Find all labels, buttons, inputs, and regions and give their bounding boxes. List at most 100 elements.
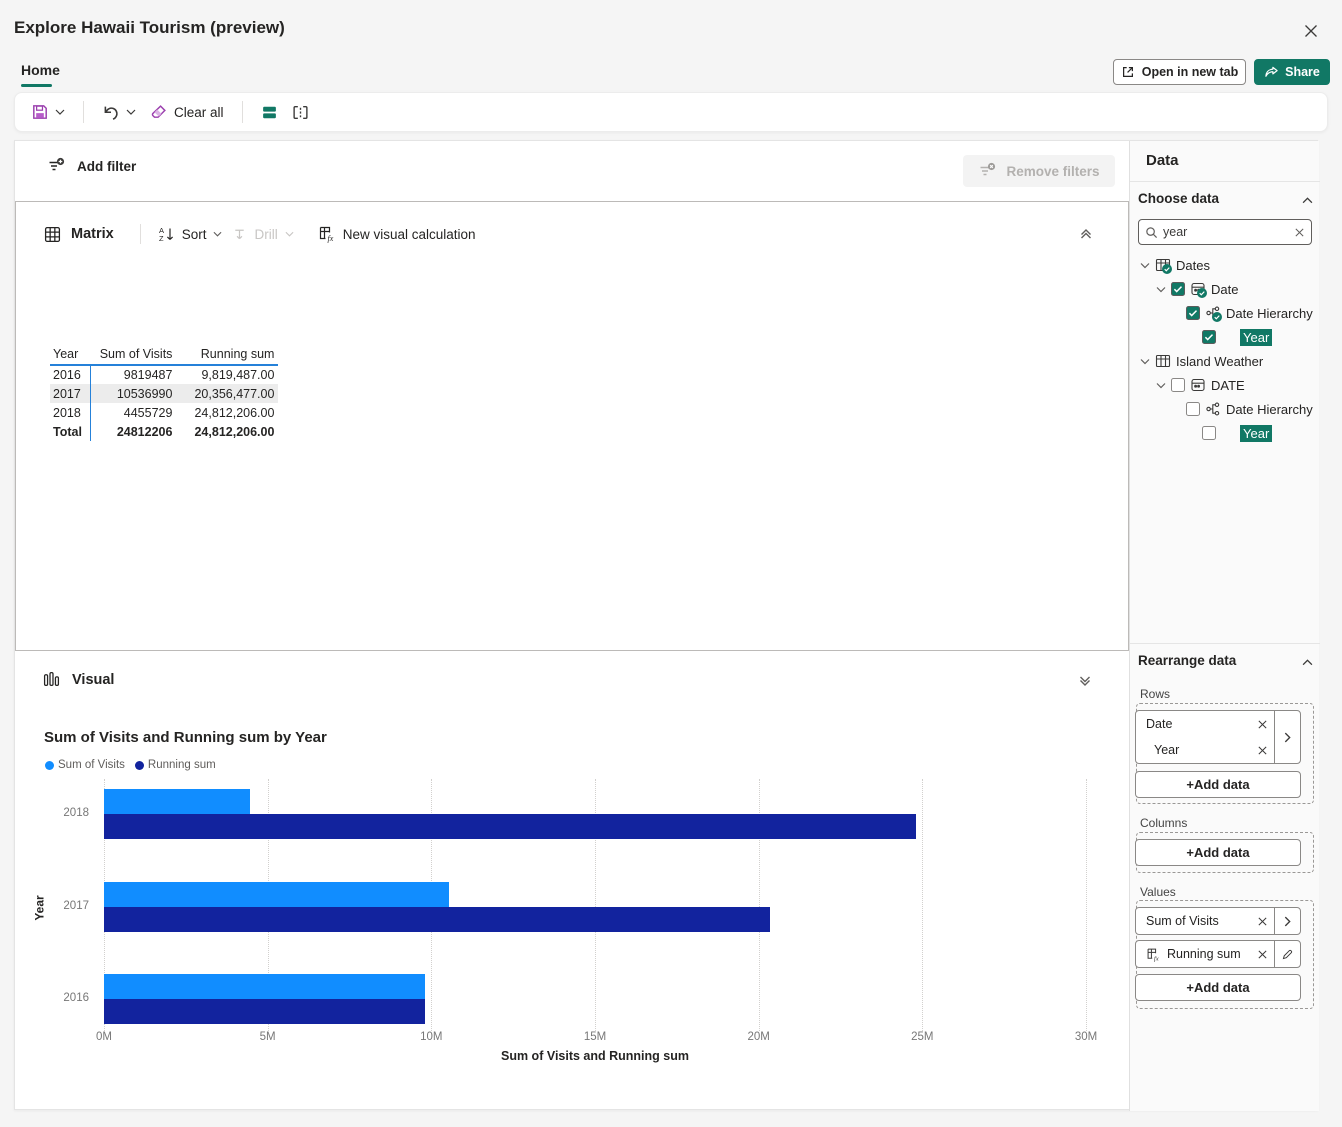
hierarchy-icon	[1205, 401, 1221, 417]
table-row[interactable]: 2016 9819487 9,819,487.00	[50, 365, 278, 384]
collapse-matrix-icon[interactable]	[1074, 222, 1098, 246]
gridline	[758, 779, 760, 1031]
chevron-down-icon[interactable]	[1156, 382, 1166, 389]
data-search-box[interactable]	[1138, 219, 1312, 245]
undo-button[interactable]	[100, 99, 138, 125]
sort-button[interactable]: A Z Sort	[159, 226, 223, 242]
chart-legend: Sum of Visits Running sum	[45, 759, 216, 771]
checkbox[interactable]	[1171, 282, 1185, 296]
tree-item-dates[interactable]: Dates	[1130, 253, 1320, 277]
bar-sum-of-visits-2016[interactable]	[104, 974, 425, 999]
save-button[interactable]	[29, 99, 67, 125]
tree-item-date[interactable]: DATE	[1130, 373, 1320, 397]
remove-filters-button[interactable]: Remove filters	[963, 155, 1115, 187]
table-cell: 24,812,206.00	[194, 424, 275, 439]
collapse-choose-data-icon[interactable]	[1298, 191, 1316, 209]
save-icon	[31, 103, 49, 121]
field-chip-running-sum[interactable]: fx Running sum	[1135, 940, 1301, 968]
rearrange-data-header: Rearrange data	[1138, 653, 1237, 668]
visual-section-header: Visual	[43, 671, 114, 688]
rows-add-data-button[interactable]: +Add data	[1135, 771, 1301, 798]
edit-calculation-icon[interactable]	[1274, 941, 1300, 967]
split-view-button[interactable]	[290, 100, 311, 125]
remove-field-icon[interactable]	[1257, 745, 1268, 756]
search-input[interactable]	[1163, 225, 1289, 239]
column-header[interactable]: Running sum	[200, 347, 275, 361]
remove-field-icon[interactable]	[1257, 719, 1268, 730]
bar-sum-of-visits-2018[interactable]	[104, 789, 250, 814]
layout-rows-icon	[261, 104, 278, 121]
checkbox[interactable]	[1171, 378, 1185, 392]
matrix-visual-container[interactable]: Matrix A Z Sort Drill	[15, 201, 1129, 651]
values-add-data-button[interactable]: +Add data	[1135, 974, 1301, 1001]
columns-add-data-button[interactable]: +Add data	[1135, 839, 1301, 866]
remove-field-icon[interactable]	[1257, 949, 1268, 960]
add-filter-icon	[47, 157, 65, 175]
table-cell: 9,819,487.00	[201, 368, 275, 382]
values-well-label: Values	[1140, 885, 1176, 899]
bar-running-sum-2016[interactable]	[104, 999, 425, 1024]
tree-item-date-hierarchy[interactable]: Date Hierarchy	[1130, 397, 1320, 421]
chevron-down-icon[interactable]	[1140, 262, 1150, 269]
chevron-down-icon	[285, 231, 294, 237]
bar-running-sum-2018[interactable]	[104, 814, 916, 839]
drill-button[interactable]: Drill	[232, 227, 294, 242]
table-cell: 9819487	[123, 368, 173, 382]
svg-text:fx: fx	[327, 234, 333, 243]
matrix-toolbar: Matrix A Z Sort Drill	[44, 224, 476, 244]
bar-running-sum-2017[interactable]	[104, 907, 770, 932]
svg-text:A: A	[159, 226, 164, 235]
collapse-visual-icon[interactable]	[1073, 669, 1097, 693]
field-chip-date[interactable]: Date	[1136, 711, 1274, 737]
separator	[139, 224, 141, 244]
legend-item-running-sum[interactable]: Running sum	[134, 759, 216, 771]
fx-calculation-icon: fx	[1146, 947, 1161, 962]
clear-all-button[interactable]: Clear all	[148, 99, 226, 125]
checkbox[interactable]	[1186, 402, 1200, 416]
share-button[interactable]: Share	[1254, 59, 1330, 85]
x-axis-tick-label: 20M	[747, 1031, 770, 1043]
toolbar-separator	[241, 101, 243, 123]
gridline	[1086, 779, 1087, 1031]
tree-item-date[interactable]: Date	[1130, 277, 1320, 301]
field-chip-year[interactable]: Year	[1136, 737, 1274, 763]
table-row[interactable]: 2017 10536990 20,356,477.00	[50, 384, 279, 403]
visual-section-label: Visual	[72, 671, 115, 688]
open-in-new-tab-icon	[1121, 65, 1135, 79]
column-header[interactable]: Year	[53, 347, 79, 361]
new-visual-calculation-button[interactable]: fx New visual calculation	[318, 225, 476, 243]
close-icon[interactable]	[1300, 20, 1322, 42]
matrix-table[interactable]: Year Sum of Visits Running sum 2016 9819487…	[50, 344, 279, 441]
checkbox[interactable]	[1202, 330, 1216, 344]
layout-rows-button[interactable]	[259, 100, 280, 125]
chevron-down-icon[interactable]	[1156, 286, 1166, 293]
table-cell: 10536990	[116, 386, 173, 401]
field-chip-sum-of-visits[interactable]: Sum of Visits	[1135, 907, 1301, 935]
rows-field-chip-group[interactable]: Date Year	[1135, 710, 1301, 764]
tree-item-label: Year	[1240, 424, 1273, 442]
remove-field-icon[interactable]	[1257, 916, 1268, 927]
tree-item-year[interactable]: Year	[1130, 421, 1320, 445]
gridline	[595, 779, 596, 1031]
tree-item-island-weather[interactable]: Island Weather	[1130, 349, 1320, 373]
column-header[interactable]: Sum of Visits	[99, 347, 173, 361]
table-row[interactable]: 2018 4455729 24,812,206.00	[50, 403, 278, 422]
legend-item-sum-of-visits[interactable]: Sum of Visits	[45, 759, 125, 771]
tab-home[interactable]: Home	[21, 62, 60, 78]
chevron-down-icon[interactable]	[1140, 358, 1150, 365]
open-in-new-tab-button[interactable]: Open in new tab	[1113, 59, 1246, 85]
bar-sum-of-visits-2017[interactable]	[104, 882, 449, 907]
checkbox[interactable]	[1186, 306, 1200, 320]
clear-search-icon[interactable]	[1294, 227, 1305, 238]
checkbox[interactable]	[1202, 426, 1216, 440]
tab-home-underline	[21, 84, 52, 87]
table-row[interactable]: Total 24812206 24,812,206.00	[50, 422, 278, 441]
svg-text:fx: fx	[1154, 955, 1159, 962]
tree-item-date-hierarchy[interactable]: Date Hierarchy	[1130, 301, 1320, 325]
collapse-rearrange-icon[interactable]	[1298, 653, 1316, 671]
expand-rows-chip-icon[interactable]	[1274, 711, 1300, 763]
add-filter-button[interactable]: Add filter	[47, 157, 136, 175]
expand-values-chip-icon[interactable]	[1274, 908, 1300, 934]
tree-item-label: Date	[1211, 281, 1239, 297]
tree-item-year[interactable]: Year	[1130, 325, 1320, 349]
